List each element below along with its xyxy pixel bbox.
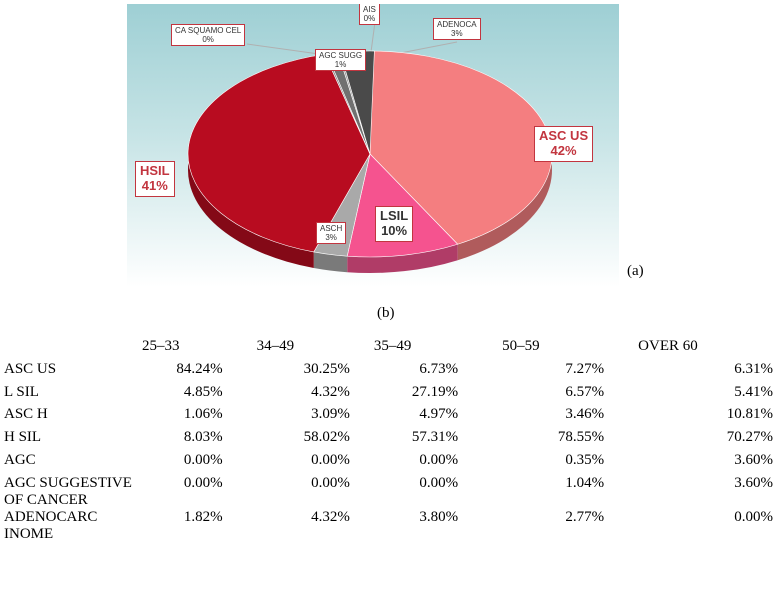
pie-chart-panel: CA SQUAMO CEL 0% AIS 0% ADENOCA 3% AGC S… <box>127 4 619 287</box>
label-asch: ASCH 3% <box>316 222 347 245</box>
label-lsil-name: LSIL <box>380 208 409 223</box>
header-25-33: 25–33 <box>142 338 180 354</box>
header-34-49: 34–49 <box>256 338 295 354</box>
label-agc-sugg-pct: 1% <box>334 60 347 70</box>
cell-value: 6.57% <box>565 383 605 400</box>
row-category: H SIL <box>4 429 42 446</box>
cell-value: 6.31% <box>734 360 773 377</box>
cell-value: 57.31% <box>411 429 459 446</box>
table-row: ADENOCARC INOME 1.82% 4.32% 3.80% 2.77% … <box>0 509 777 543</box>
label-ca-squamo-cel-pct: 0% <box>202 35 214 45</box>
label-adenoca-pct: 3% <box>451 29 463 39</box>
cell-value: 30.25% <box>303 360 350 377</box>
label-ca-squamo-cel: CA SQUAMO CEL 0% <box>171 24 246 47</box>
label-hsil-name: HSIL <box>140 163 170 178</box>
table-row: H SIL 8.03% 58.02% 57.31% 78.55% 70.27% <box>0 429 777 452</box>
cell-value: 0.00% <box>311 451 350 468</box>
cell-value: 0.00% <box>419 474 459 491</box>
cell-value: 4.32% <box>311 383 350 400</box>
cell-value: 3.46% <box>565 406 605 423</box>
label-adenoca-name: ADENOCA <box>437 20 477 29</box>
figure-label-a: (a) <box>627 263 644 279</box>
cell-value: 7.27% <box>565 360 605 377</box>
label-lsil-pct: 10% <box>381 222 408 238</box>
label-ais-name: AIS <box>363 5 376 14</box>
cell-value: 0.00% <box>419 451 459 468</box>
cell-value: 0.35% <box>565 451 605 468</box>
cell-value: 1.06% <box>183 406 223 423</box>
row-category: ADENOCARC INOME <box>4 508 98 542</box>
cell-value: 84.24% <box>176 360 223 377</box>
table-header-row: 25–33 34–49 35–49 50–59 OVER 60 <box>0 338 777 361</box>
label-agc-sugg: AGC SUGG 1% <box>315 49 367 72</box>
cell-value: 3.60% <box>734 451 773 468</box>
table-row: L SIL 4.85% 4.32% 27.19% 6.57% 5.41% <box>0 384 777 407</box>
age-distribution-table: 25–33 34–49 35–49 50–59 OVER 60 ASC US 8… <box>0 338 777 543</box>
label-ca-squamo-cel-name: CA SQUAMO CEL <box>175 26 242 35</box>
pie-slice-side <box>313 251 348 273</box>
callout-leader-line <box>370 21 376 53</box>
cell-value: 3.09% <box>311 406 350 423</box>
cell-value: 4.97% <box>419 406 459 423</box>
header-blank <box>0 338 132 361</box>
label-hsil-pct: 41% <box>141 177 168 193</box>
cell-value: 1.82% <box>183 508 223 525</box>
cell-value: 78.55% <box>557 429 605 446</box>
pie-slice-hsil <box>187 53 371 253</box>
row-category: AGC SUGGESTIVE OF CANCER <box>4 474 132 508</box>
cell-value: 27.19% <box>411 383 459 400</box>
label-asc-us-pct: 42% <box>550 142 577 158</box>
table-row: AGC SUGGESTIVE OF CANCER 0.00% 0.00% 0.0… <box>0 475 777 509</box>
cell-value: 70.27% <box>726 429 773 446</box>
figure-label-b: (b) <box>377 305 395 321</box>
label-hsil: HSIL 41% <box>135 161 175 197</box>
label-asch-pct: 3% <box>325 233 337 243</box>
cell-value: 1.04% <box>565 474 605 491</box>
label-adenoca: ADENOCA 3% <box>433 18 481 41</box>
label-agc-sugg-name: AGC SUGG <box>319 51 363 60</box>
cell-value: 3.60% <box>734 474 773 491</box>
label-asch-name: ASCH <box>320 224 343 233</box>
cell-value: 6.73% <box>419 360 459 377</box>
table-row: AGC 0.00% 0.00% 0.00% 0.35% 3.60% <box>0 452 777 475</box>
cell-value: 0.00% <box>183 474 223 491</box>
label-asc-us-name: ASC US <box>539 128 589 143</box>
cell-value: 8.03% <box>183 429 223 446</box>
cell-value: 0.00% <box>311 474 350 491</box>
cell-value: 3.80% <box>419 508 459 525</box>
cell-value: 0.00% <box>734 508 773 525</box>
pie-slice-lsil <box>346 153 459 258</box>
row-category: ASC H <box>4 406 48 423</box>
row-category: L SIL <box>4 383 39 400</box>
cell-value: 4.85% <box>183 383 223 400</box>
header-35-49: 35–49 <box>373 338 412 354</box>
cell-value: 58.02% <box>303 429 350 446</box>
label-lsil: LSIL 10% <box>375 206 414 242</box>
cell-value: 4.32% <box>311 508 350 525</box>
cell-value: 2.77% <box>565 508 605 525</box>
header-over-60: OVER 60 <box>638 338 698 354</box>
label-ais: AIS 0% <box>359 4 380 26</box>
cell-value: 5.41% <box>734 383 773 400</box>
cell-value: 10.81% <box>726 406 773 423</box>
header-50-59: 50–59 <box>502 338 540 354</box>
label-asc-us: ASC US 42% <box>534 126 594 162</box>
row-category: ASC US <box>4 360 57 377</box>
table-row: ASC US 84.24% 30.25% 6.73% 7.27% 6.31% <box>0 361 777 384</box>
table-row: ASC H 1.06% 3.09% 4.97% 3.46% 10.81% <box>0 406 777 429</box>
row-category: AGC <box>4 451 36 468</box>
label-ais-pct: 0% <box>363 14 376 24</box>
cell-value: 0.00% <box>183 451 223 468</box>
